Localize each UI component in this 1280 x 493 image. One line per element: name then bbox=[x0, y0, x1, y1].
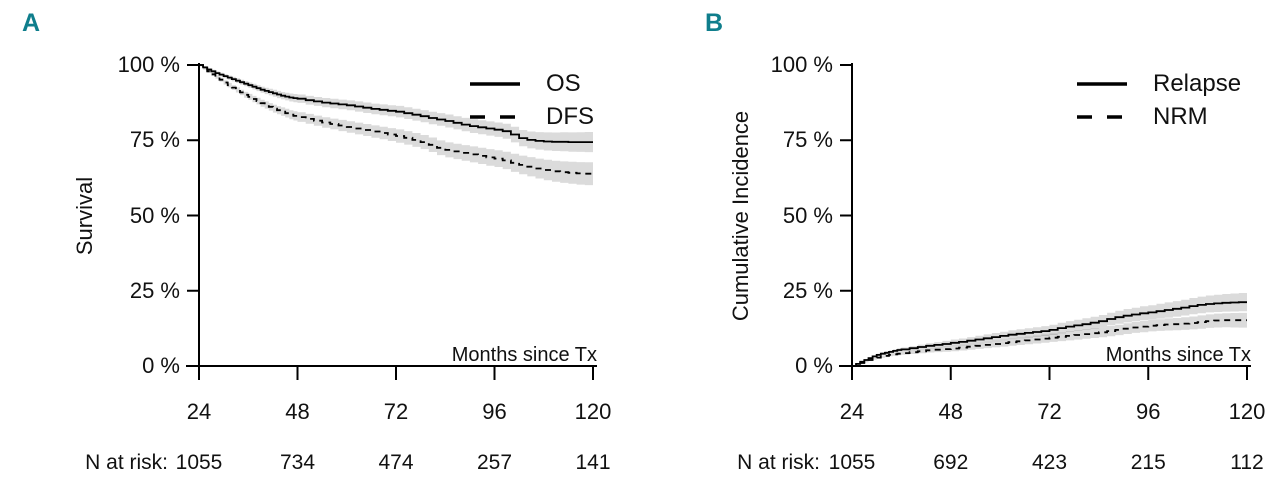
x-tick-label: 24 bbox=[186, 399, 212, 424]
legend-label-relapse: Relapse bbox=[1153, 70, 1242, 97]
dashed-line-icon bbox=[470, 115, 520, 119]
legend-item-nrm: NRM bbox=[1075, 102, 1241, 132]
x-tick-label: 120 bbox=[1228, 399, 1266, 424]
panel-a-plot-canvas bbox=[186, 63, 597, 380]
panel-b-x-axis-title: Months since Tx bbox=[1105, 344, 1251, 366]
y-tick-label: 100 % bbox=[770, 52, 833, 77]
panel-a: A Survival Months since Tx N at risk: OS… bbox=[22, 9, 612, 474]
x-tick-label: 120 bbox=[574, 399, 612, 424]
panel-b: B Cumulative Incidence Months since Tx N… bbox=[640, 0, 1280, 493]
y-tick-label: 0 % bbox=[142, 353, 180, 378]
y-tick-label: 50 % bbox=[129, 202, 180, 228]
legend-label-os: OS bbox=[546, 70, 581, 97]
legend-item-relapse: Relapse bbox=[1075, 69, 1241, 99]
x-tick-label: 72 bbox=[383, 399, 409, 424]
x-tick-label: 96 bbox=[1136, 399, 1161, 424]
solid-line-icon bbox=[1077, 82, 1127, 86]
os-curve bbox=[199, 64, 593, 143]
nrm-curve bbox=[852, 319, 1247, 367]
axes bbox=[839, 63, 1251, 380]
panel-b-label: B bbox=[705, 9, 724, 37]
panel-a-x-axis-title: Months since Tx bbox=[451, 344, 597, 366]
y-tick-label: 25 % bbox=[129, 277, 180, 303]
y-tick-label: 75 % bbox=[129, 127, 180, 153]
n-at-risk-value: 141 bbox=[575, 451, 611, 474]
x-tick-label: 96 bbox=[482, 399, 507, 424]
panel-b-n-at-risk-label: N at risk: bbox=[737, 451, 820, 474]
relapse-curve bbox=[852, 301, 1247, 367]
n-at-risk-value: 112 bbox=[1230, 451, 1264, 474]
panel-b-legend: Relapse NRM bbox=[1075, 69, 1241, 135]
y-tick-label: 100 % bbox=[117, 52, 180, 77]
axes bbox=[186, 63, 597, 380]
n-at-risk-value: 1055 bbox=[828, 451, 876, 474]
x-tick-label: 24 bbox=[839, 399, 865, 424]
panel-a-legend: OS DFS bbox=[468, 69, 594, 135]
legend-label-nrm: NRM bbox=[1153, 103, 1208, 130]
panel-b-plot-canvas bbox=[839, 63, 1251, 380]
n-at-risk-value: 257 bbox=[476, 451, 513, 474]
n-at-risk-value: 1055 bbox=[175, 451, 223, 474]
panel-a-n-at-risk-label: N at risk: bbox=[85, 451, 168, 474]
n-at-risk-value: 215 bbox=[1130, 451, 1166, 474]
y-tick-label: 25 % bbox=[782, 277, 833, 303]
n-at-risk-value: 474 bbox=[378, 451, 414, 474]
y-tick-label: 0 % bbox=[795, 353, 833, 378]
solid-line-icon bbox=[470, 82, 520, 86]
n-at-risk-value: 692 bbox=[933, 451, 969, 474]
dashed-line-icon bbox=[1077, 115, 1127, 119]
x-tick-label: 72 bbox=[1037, 399, 1062, 424]
legend-item-dfs: DFS bbox=[468, 102, 594, 132]
panel-a-label: A bbox=[22, 9, 41, 37]
x-tick-label: 48 bbox=[938, 399, 963, 424]
n-at-risk-value: 423 bbox=[1031, 451, 1068, 474]
x-tick-label: 48 bbox=[285, 399, 310, 424]
n-at-risk-value: 734 bbox=[279, 451, 316, 474]
legend-label-dfs: DFS bbox=[546, 103, 594, 130]
legend-item-os: OS bbox=[468, 69, 594, 99]
y-tick-label: 75 % bbox=[782, 127, 833, 153]
y-tick-label: 50 % bbox=[782, 202, 833, 228]
dfs-confidence-band bbox=[199, 65, 593, 186]
dfs-curve bbox=[199, 64, 594, 175]
